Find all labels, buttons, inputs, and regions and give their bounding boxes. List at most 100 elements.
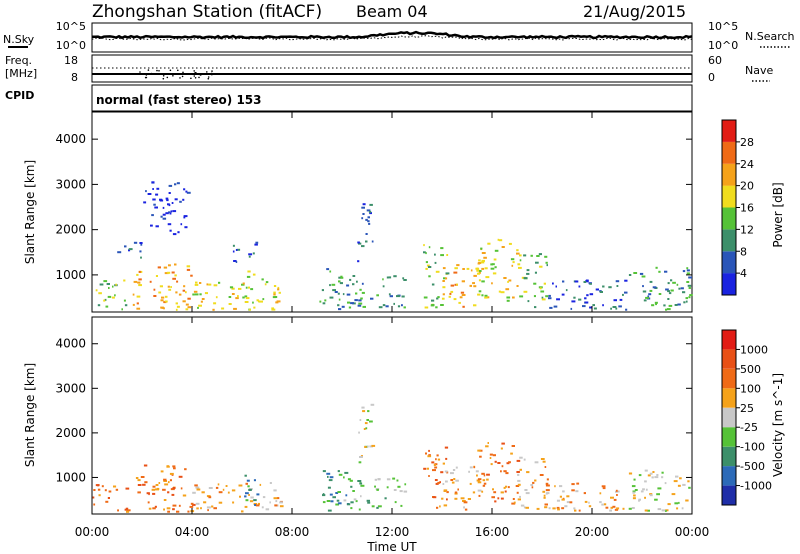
echo-cell [633,494,636,497]
echo-cell [197,306,199,309]
echo-cell [146,492,150,495]
echo-cell [665,308,668,311]
echo-cell [250,288,254,291]
echo-cell [166,199,169,202]
echo-cell [661,471,664,474]
echo-cell [439,481,441,484]
echo-cell [492,488,494,491]
echo-cell [584,297,587,300]
echo-cell [245,482,248,485]
echo-cell [649,289,653,292]
echo-cell [160,299,164,302]
nave-point [158,70,160,72]
colorbar-swatch [722,446,736,467]
echo-cell [123,299,126,302]
echo-cell [147,193,152,195]
echo-cell [457,488,459,491]
echo-cell [337,491,341,493]
echo-cell [365,427,368,430]
echo-cell [187,510,190,513]
echo-cell [655,266,658,269]
echo-cell [552,282,554,285]
echo-cell [256,493,260,496]
echo-cell [658,270,661,273]
echo-cell [327,486,331,489]
echo-cell [654,301,658,304]
echo-cell [385,305,389,308]
echo-cell [647,295,650,298]
echo-cell [443,277,446,280]
echo-cell [347,478,351,481]
echo-cell [357,260,360,263]
echo-cell [262,298,265,301]
echo-cell [556,499,560,502]
station-title: Zhongshan Station (fitACF) [92,2,322,22]
echo-cell [455,466,458,469]
echo-cell [206,506,211,509]
echo-cell [254,504,256,506]
colorbar-tick-label: 28 [740,136,754,149]
echo-cell [633,272,638,274]
echo-cell [271,308,276,311]
echo-cell [445,272,450,275]
echo-cell [183,285,186,288]
echo-cell [539,287,542,290]
echo-cell [545,261,548,264]
echo-cell [668,304,673,307]
echo-cell [192,503,196,506]
colorbar-tick-label: 16 [740,202,754,215]
echo-cell [139,250,142,253]
echo-cell [472,282,475,285]
ytick-label: 4000 [55,337,86,351]
echo-cell [469,482,472,485]
echo-cell [183,188,186,191]
echo-cell [546,478,549,481]
echo-cell [201,491,205,494]
echo-cell [97,488,101,491]
echo-cell [517,498,521,501]
echo-cell [138,278,142,281]
echo-cell [632,491,635,494]
echo-cell [106,283,110,285]
echo-cell [649,280,653,283]
echo-cell [348,306,352,309]
echo-cell [442,280,445,282]
echo-cell [189,505,194,508]
echo-cell [136,307,141,310]
echo-cell [185,308,189,311]
echo-cell [482,484,486,487]
echo-cell [538,253,542,256]
echo-cell [667,503,671,506]
echo-cell [491,263,495,266]
noise-left-tick-high: 10^5 [56,20,86,33]
echo-cell [367,410,370,413]
echo-cell [592,304,595,307]
echo-cell [360,297,363,300]
echo-cell [688,276,692,279]
xtick-label: 04:00 [175,525,210,539]
echo-cell [510,258,515,261]
echo-cell [199,293,202,296]
echo-cell [241,283,245,286]
echo-cell [436,506,439,509]
echo-cell [279,501,283,504]
echo-cell [523,290,528,293]
echo-cell [516,252,520,255]
nave-point [193,70,195,72]
echo-cell [686,267,689,270]
echo-cell [506,462,510,465]
echo-cell [271,307,274,310]
echo-cell [278,291,281,294]
echo-cell [554,485,556,488]
echo-cell [665,509,669,512]
echo-cell [446,254,449,256]
echo-cell [326,268,330,271]
echo-cell [571,300,576,303]
nave-point [198,73,201,76]
echo-cell [376,488,379,491]
echo-cell [573,507,576,510]
echo-cell [231,489,236,492]
echo-cell [108,287,110,289]
echo-cell [501,465,504,468]
echo-cell [370,403,375,406]
